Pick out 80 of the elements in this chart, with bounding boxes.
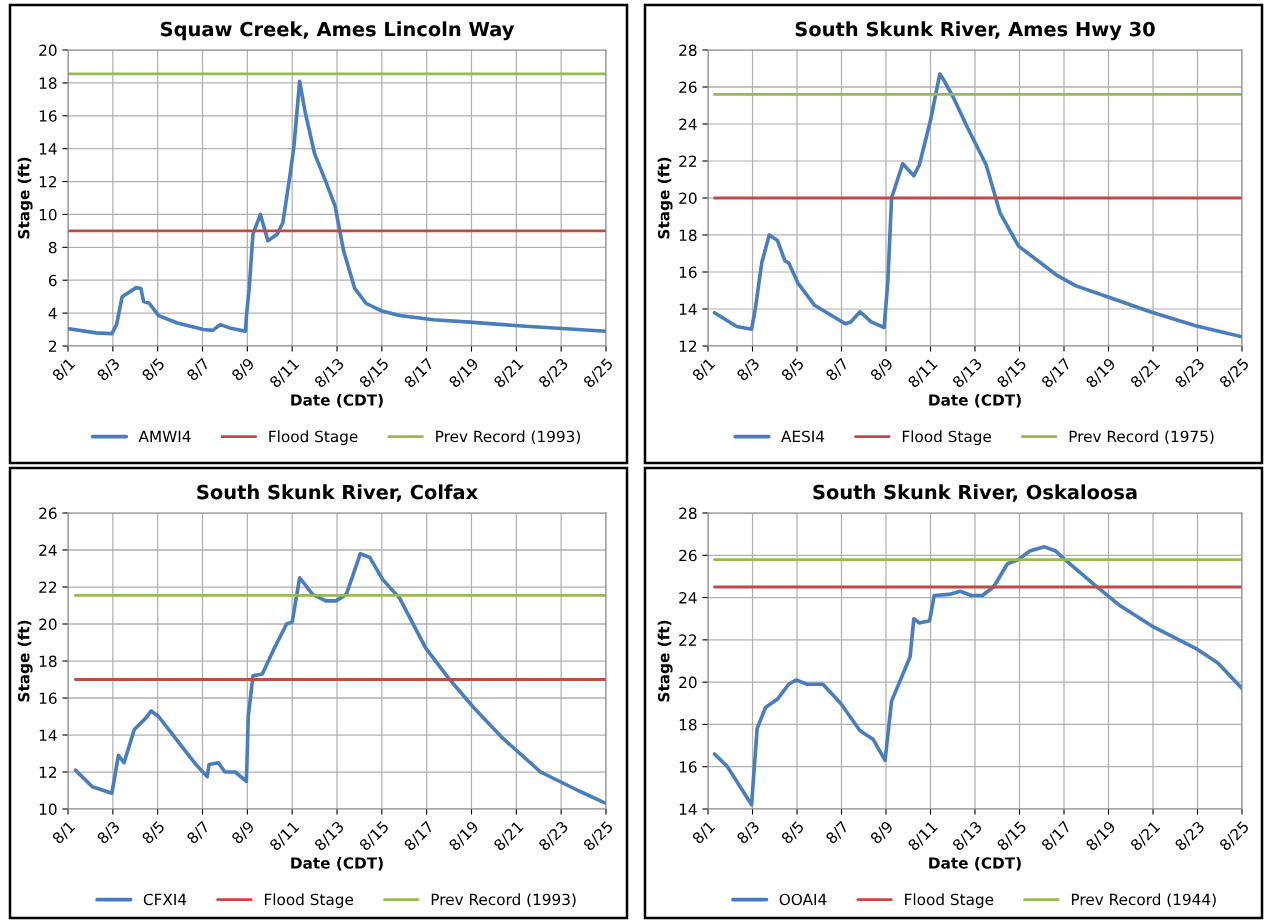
y-tick-label: 4 <box>48 307 57 319</box>
chart-title: Squaw Creek, Ames Lincoln Way <box>161 21 515 41</box>
y-tick-label: 10 <box>39 208 57 221</box>
legend-label: Flood Stage <box>905 893 994 909</box>
legend-label: Flood Stage <box>264 893 354 909</box>
x-tick-label: 8/1 <box>691 820 717 846</box>
x-axis-title: Date (CDT) <box>929 856 1021 871</box>
y-tick-label: 8 <box>48 241 57 254</box>
y-tick-label: 16 <box>39 692 57 705</box>
x-tick-label: 8/7 <box>825 357 850 383</box>
legend-label: Flood Stage <box>269 430 358 446</box>
x-tick-label: 8/1 <box>691 357 717 383</box>
y-tick-label: 12 <box>39 766 57 778</box>
x-tick-label: 8/3 <box>96 820 122 846</box>
x-tick-label: 8/5 <box>141 357 166 383</box>
legend-label: Flood Stage <box>902 430 992 446</box>
chart-title: South Skunk River, Oskaloosa <box>813 484 1137 502</box>
y-tick-label: 10 <box>39 803 57 816</box>
y-axis-title: Stage (ft) <box>657 620 673 702</box>
legend-label: Prev Record (1975) <box>1069 430 1214 444</box>
y-tick-label: 26 <box>679 81 697 94</box>
x-tick-label: 8/9 <box>230 357 256 383</box>
legend-label: Prev Record (1993) <box>436 430 580 444</box>
y-tick-label: 18 <box>679 718 697 731</box>
y-tick-label: 18 <box>39 655 57 668</box>
x-tick-label: 8/1 <box>51 357 77 383</box>
y-tick-label: 16 <box>679 266 697 279</box>
y-tick-label: 26 <box>679 549 697 562</box>
y-tick-label: 24 <box>39 544 57 556</box>
chart-title: South Skunk River, Colfax <box>197 484 478 502</box>
x-tick-label: 8/3 <box>96 357 122 383</box>
y-axis-title: Stage (ft) <box>17 620 33 702</box>
y-tick-label: 14 <box>39 143 57 155</box>
y-tick-label: 24 <box>679 592 697 604</box>
y-tick-label: 2 <box>48 340 57 352</box>
x-axis-title: Date (CDT) <box>929 393 1021 408</box>
legend-label: AESI4 <box>781 430 825 443</box>
y-axis-title: Stage (ft) <box>657 157 673 239</box>
x-tick-label: 8/9 <box>230 820 256 846</box>
x-tick-label: 8/9 <box>869 357 895 383</box>
x-tick-label: 8/3 <box>736 357 761 383</box>
x-tick-label: 8/5 <box>780 357 806 383</box>
y-tick-label: 20 <box>679 192 697 205</box>
x-tick-label: 8/9 <box>869 820 895 846</box>
legend-label: CFXI4 <box>143 893 187 906</box>
y-tick-label: 20 <box>679 676 697 689</box>
y-tick-label: 20 <box>39 618 57 631</box>
legend-label: Prev Record (1944) <box>1071 893 1216 907</box>
x-axis-title: Date (CDT) <box>291 856 383 871</box>
x-tick-label: 8/5 <box>780 820 806 846</box>
y-tick-label: 28 <box>679 507 697 520</box>
y-tick-label: 18 <box>679 229 697 242</box>
y-tick-label: 14 <box>39 729 57 741</box>
x-tick-label: 8/5 <box>141 820 166 846</box>
y-tick-label: 16 <box>39 110 57 122</box>
x-tick-label: 8/7 <box>825 820 850 846</box>
y-tick-label: 20 <box>39 44 57 57</box>
y-tick-label: 12 <box>39 176 57 188</box>
y-tick-label: 14 <box>679 303 697 315</box>
chart-title: South Skunk River, Ames Hwy 30 <box>795 21 1155 41</box>
legend-label: OOAI4 <box>779 893 827 906</box>
y-tick-label: 18 <box>39 77 57 89</box>
y-tick-label: 22 <box>679 634 697 646</box>
y-tick-label: 6 <box>48 274 57 287</box>
y-tick-label: 22 <box>39 581 57 593</box>
x-tick-label: 8/3 <box>736 820 761 846</box>
y-tick-label: 24 <box>679 118 697 130</box>
legend-label: AMWI4 <box>138 430 191 442</box>
y-tick-label: 16 <box>679 761 697 773</box>
x-tick-label: 8/1 <box>51 820 77 846</box>
y-tick-label: 14 <box>679 803 697 815</box>
y-tick-label: 12 <box>679 340 697 352</box>
y-tick-label: 28 <box>679 44 697 57</box>
y-tick-label: 22 <box>679 155 697 167</box>
y-axis-title: Stage (ft) <box>17 157 33 239</box>
x-axis-title: Date (CDT) <box>291 393 383 408</box>
y-tick-label: 26 <box>39 507 57 520</box>
x-tick-label: 8/7 <box>186 357 211 383</box>
legend-label: Prev Record (1993) <box>431 893 576 907</box>
x-tick-label: 8/7 <box>186 820 211 846</box>
